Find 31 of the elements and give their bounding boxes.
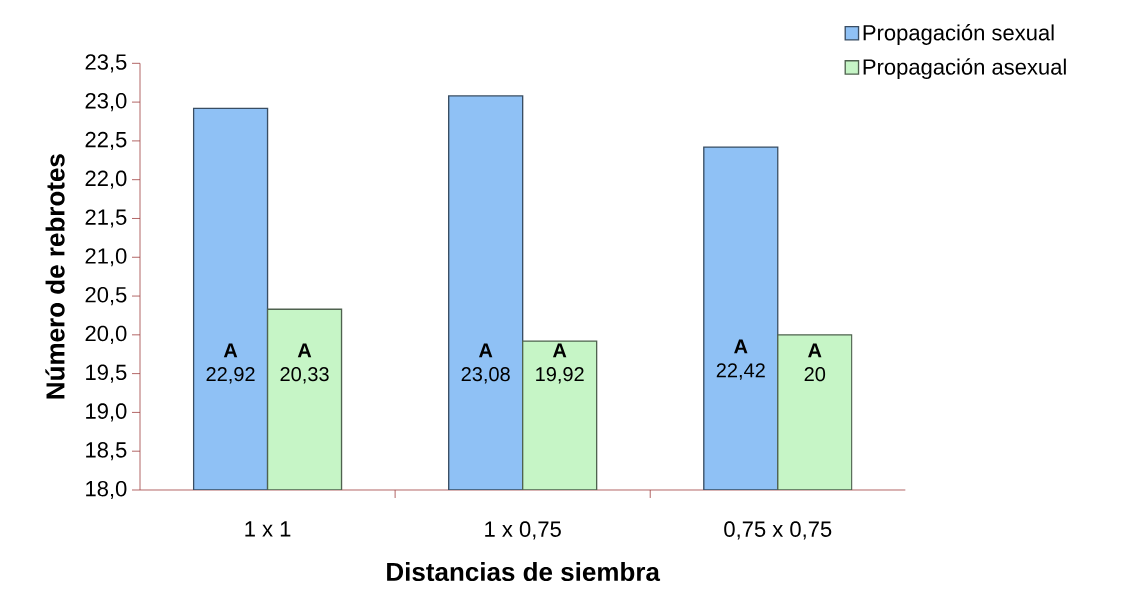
x-axis-title: Distancias de siembra [387, 562, 661, 582]
data-label: 20,33 [280, 367, 329, 384]
annotation: A [734, 339, 748, 354]
x-tick-label: 1 x 0,75 [485, 521, 561, 540]
y-tick-label: 23,5 [85, 54, 127, 73]
data-label: 23,08 [461, 367, 510, 384]
y-tick-label: 19,5 [86, 364, 127, 383]
y-tick-label: 18,0 [86, 480, 127, 500]
x-tick-label: 1 x 1 [245, 521, 291, 537]
legend-label: Propagación sexual [863, 24, 1054, 45]
y-tick-label: 18,5 [86, 442, 127, 461]
x-tick-label: 0,75 x 0,75 [724, 521, 832, 540]
y-tick-label: 21,0 [85, 248, 127, 267]
annotation: A [223, 343, 238, 358]
data-label: 22,42 [716, 363, 765, 380]
annotation: A [297, 343, 312, 358]
y-tick-label: 21,5 [85, 209, 127, 228]
data-label: 19,92 [536, 367, 584, 384]
legend-label: Propagación asexual [863, 58, 1066, 80]
annotation: A [478, 343, 493, 358]
annotation: A [808, 343, 822, 358]
y-axis-title: Número de rebrotes [45, 154, 65, 399]
data-label: 22,92 [206, 367, 255, 384]
y-tick-label: 22,0 [85, 170, 127, 189]
annotation: A [552, 343, 567, 358]
y-tick-label: 20,5 [85, 286, 127, 306]
y-tick-label: 23,0 [85, 93, 127, 112]
data-label: 20 [804, 367, 826, 382]
y-tick-label: 20,0 [85, 325, 127, 344]
y-tick-label: 22,5 [85, 131, 127, 150]
y-tick-label: 19,0 [86, 403, 127, 422]
